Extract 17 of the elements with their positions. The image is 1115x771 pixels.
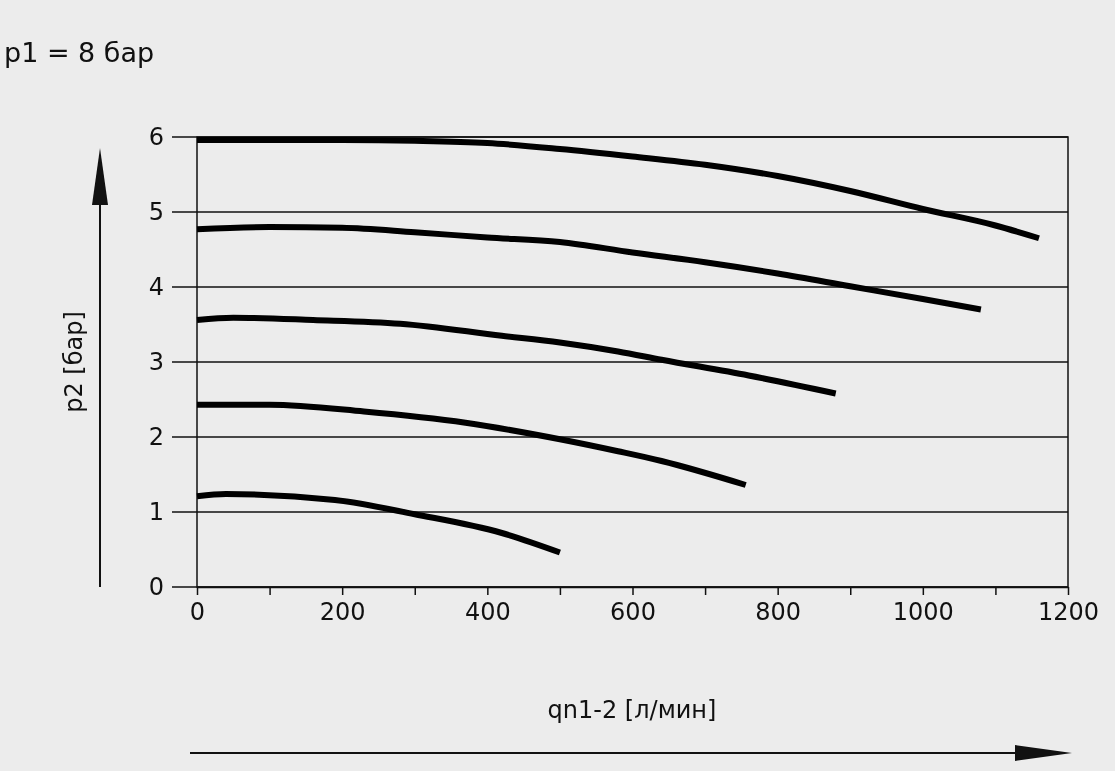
y-tick-label: 4 <box>148 273 164 302</box>
y-tick-label: 1 <box>148 498 164 527</box>
y-tick-label: 5 <box>148 198 164 227</box>
x-axis-title: qn1-2 [л/мин] <box>547 696 717 724</box>
x-tick-label: 200 <box>319 598 366 627</box>
x-tick-label: 1200 <box>1037 598 1100 627</box>
y-axis-title: p2 [бар] <box>60 311 88 413</box>
x-tick-label: 600 <box>610 598 656 627</box>
x-tick-label: 800 <box>755 598 802 627</box>
y-tick-label: 2 <box>148 423 164 452</box>
x-tick-label: 1000 <box>892 598 954 627</box>
chart-title: p1 = 8 бар <box>4 37 155 68</box>
x-tick-label: 400 <box>464 598 511 627</box>
x-tick-label: 0 <box>189 598 206 627</box>
y-tick-label: 6 <box>148 123 164 152</box>
y-tick-label: 0 <box>148 573 164 602</box>
y-tick-label: 3 <box>148 348 164 377</box>
